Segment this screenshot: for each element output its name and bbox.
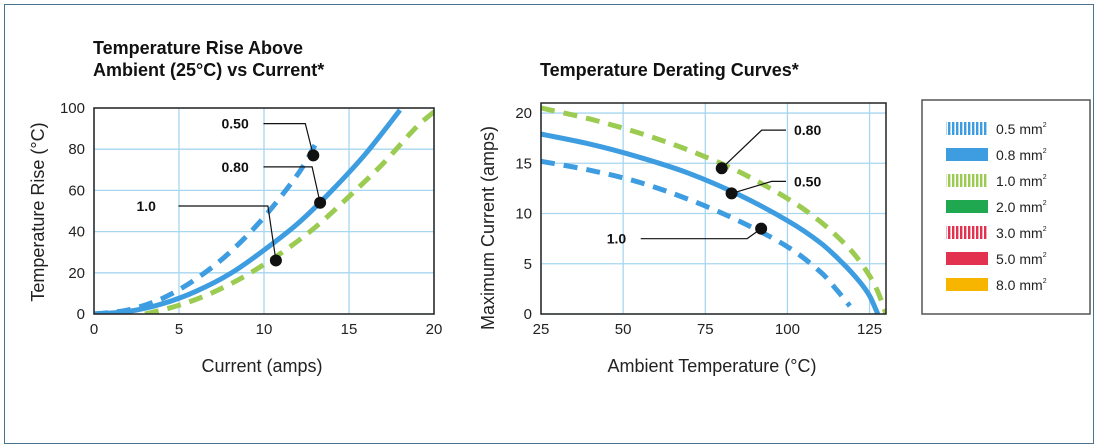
c2-marker-2 <box>755 222 768 235</box>
c2-x-tick-label: 50 <box>615 321 632 338</box>
c1-marker-2 <box>269 254 282 267</box>
c2-leader-line-0 <box>721 129 786 169</box>
legend-swatch-4 <box>946 226 988 239</box>
c1-marker-1 <box>314 196 327 209</box>
chart1-title-line2: Ambient (25°C) vs Current* <box>93 60 324 80</box>
derating-figure: Temperature Rise Above Ambient (25°C) vs… <box>28 38 1091 376</box>
legend-items: 0.5 mm2 0.8 mm2 1.0 mm2 2.0 mm2 3.0 mm2 5.0 m… <box>946 121 1047 293</box>
c1-y-tick-label: 40 <box>68 224 85 241</box>
chart2-title: Temperature Derating Curves* <box>540 60 799 80</box>
c2-marker-0 <box>715 162 728 175</box>
legend-superscript: 2 <box>1043 174 1047 181</box>
legend-superscript: 2 <box>1043 200 1047 207</box>
c1-leader-line-1 <box>263 166 321 203</box>
chart2-gridlines <box>540 103 886 315</box>
c2-x-tick-label: 25 <box>533 321 550 338</box>
chart1-title-line1: Temperature Rise Above <box>93 38 303 58</box>
chart1-series <box>94 108 434 314</box>
c1-x-tick-label: 20 <box>426 321 443 338</box>
c2-y-tick-label: 5 <box>524 256 532 273</box>
legend-label-5: 5.0 mm2 <box>996 251 1047 267</box>
chart2-x-axis-label: Ambient Temperature (°C) <box>608 356 817 376</box>
legend-superscript: 2 <box>1043 252 1047 259</box>
c2-series-line-0 <box>541 105 886 314</box>
c1-y-tick-label: 80 <box>68 141 85 158</box>
c1-series-line-2 <box>144 108 434 314</box>
c2-y-tick-label: 15 <box>515 155 532 172</box>
derating-curves-chart: Temperature Derating Curves* 0.80 0.50 1.0… <box>478 60 887 376</box>
c2-annotation-label-2: 1.0 <box>607 231 627 247</box>
c2-leader-line-2 <box>640 228 762 240</box>
legend-superscript: 2 <box>1043 122 1047 129</box>
legend-label-2: 1.0 mm2 <box>996 173 1047 189</box>
c2-annotation-label-1: 0.50 <box>794 173 821 189</box>
c2-series-line-1 <box>541 131 881 314</box>
c1-y-tick-label: 60 <box>68 182 85 199</box>
c2-x-tick-label: 100 <box>775 321 800 338</box>
chart2-x-ticks: 25 50 75 100 125 <box>533 321 882 338</box>
c1-y-tick-label: 0 <box>77 306 85 323</box>
legend-label-3: 2.0 mm2 <box>996 199 1047 215</box>
c1-y-tick-label: 100 <box>60 100 85 117</box>
c2-leader-line-1 <box>731 180 786 195</box>
c1-x-tick-label: 10 <box>256 321 273 338</box>
c2-y-tick-label: 20 <box>515 105 532 122</box>
legend-superscript: 2 <box>1043 148 1047 155</box>
c1-annotation-label-0: 0.50 <box>222 116 249 132</box>
chart1-y-axis-label: Temperature Rise (°C) <box>28 122 48 301</box>
legend-swatch-0 <box>946 122 988 135</box>
c2-annotation-label-0: 0.80 <box>794 122 821 138</box>
c2-marker-1 <box>725 187 738 200</box>
chart2-y-axis-label: Maximum Current (amps) <box>478 126 498 330</box>
chart1-x-axis-label: Current (amps) <box>201 356 322 376</box>
c1-annotation-label-1: 0.80 <box>222 159 249 175</box>
c1-x-tick-label: 0 <box>90 321 98 338</box>
legend-label-1: 0.8 mm2 <box>996 147 1047 163</box>
c1-leader-line-2 <box>178 205 277 261</box>
c2-x-tick-label: 75 <box>697 321 714 338</box>
legend-label-4: 3.0 mm2 <box>996 225 1047 241</box>
c1-x-tick-label: 15 <box>341 321 358 338</box>
chart1-annotations: 0.50 0.80 1.0 <box>137 116 327 267</box>
legend-label-6: 8.0 mm2 <box>996 277 1047 293</box>
c2-y-tick-label: 0 <box>524 306 532 323</box>
c1-series-line-1 <box>94 108 402 314</box>
chart2-plot-frame <box>540 102 887 315</box>
legend: 0.5 mm2 0.8 mm2 1.0 mm2 2.0 mm2 3.0 mm2 5.0 m… <box>921 99 1091 315</box>
legend-label-0: 0.5 mm2 <box>996 121 1047 137</box>
chart1-x-ticks: 0 5 10 15 20 <box>90 321 443 338</box>
legend-swatch-6 <box>946 278 988 291</box>
chart1-plot-frame <box>93 107 435 315</box>
chart2-y-ticks: 0 5 10 15 20 <box>515 105 532 323</box>
c2-y-tick-label: 10 <box>515 206 532 223</box>
chart2-annotations: 0.80 0.50 1.0 <box>607 122 822 247</box>
c1-annotation-label-2: 1.0 <box>137 198 157 214</box>
c1-x-tick-label: 5 <box>175 321 183 338</box>
c2-x-tick-label: 125 <box>857 321 882 338</box>
chart1-y-ticks: 0 20 40 60 80 100 <box>60 100 85 323</box>
legend-swatch-2 <box>946 174 988 187</box>
temperature-rise-chart: Temperature Rise Above Ambient (25°C) vs… <box>28 38 442 376</box>
c1-marker-0 <box>307 149 320 162</box>
figure-frame <box>4 4 1094 444</box>
legend-swatch-3 <box>946 200 988 213</box>
legend-swatch-1 <box>946 148 988 161</box>
legend-swatch-5 <box>946 252 988 265</box>
legend-superscript: 2 <box>1043 278 1047 285</box>
c1-y-tick-label: 20 <box>68 265 85 282</box>
legend-superscript: 2 <box>1043 226 1047 233</box>
chart2-series <box>541 105 886 314</box>
c1-leader-line-0 <box>263 122 314 156</box>
